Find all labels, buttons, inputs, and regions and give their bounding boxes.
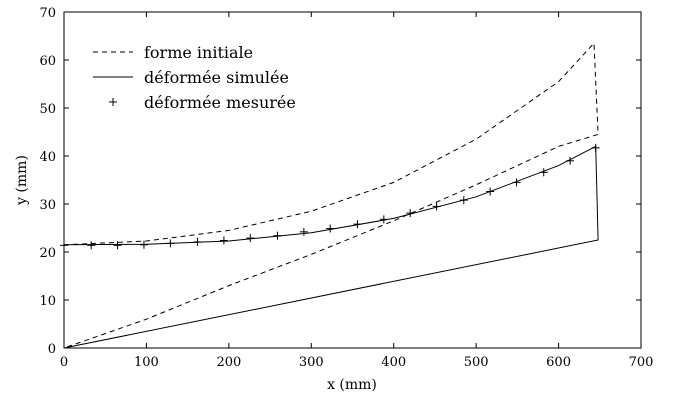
data-point-deformee-mesuree (486, 187, 495, 196)
legend: forme initiale déformée simulée déformée m… (93, 43, 296, 112)
y-tick-label: 70 (39, 6, 56, 21)
data-point-deformee-mesuree (459, 196, 468, 205)
data-point-deformee-mesuree (379, 215, 388, 224)
data-point-deformee-mesuree (139, 240, 148, 249)
y-tick-label: 10 (39, 294, 56, 309)
data-point-deformee-mesuree (113, 241, 122, 250)
plot-frame (63, 11, 642, 349)
data-point-deformee-mesuree (326, 224, 335, 233)
legend-label-forme-initiale: forme initiale (144, 43, 253, 62)
x-tick-label: 700 (629, 355, 654, 370)
legend-label-deformee-mesuree: déformée mesurée (144, 93, 296, 112)
data-point-deformee-mesuree (193, 237, 202, 246)
data-point-deformee-mesuree (512, 178, 521, 187)
series-line-deformee-simulee (63, 145, 599, 349)
x-tick-label: 200 (216, 355, 241, 370)
data-point-deformee-mesuree (273, 231, 282, 240)
y-tick-label: 20 (39, 246, 56, 261)
x-axis-label: x (mm) (327, 377, 377, 393)
legend-marker-deformee-mesuree (109, 98, 117, 106)
y-tick-label: 50 (39, 102, 56, 117)
x-tick-label: 600 (546, 355, 571, 370)
data-point-deformee-mesuree (299, 227, 308, 236)
data-point-deformee-mesuree (432, 202, 441, 211)
data-point-deformee-mesuree (566, 156, 575, 165)
y-tick-label: 60 (39, 54, 56, 69)
x-tick-label: 100 (134, 355, 159, 370)
series-group (60, 41, 600, 349)
data-point-deformee-mesuree (539, 168, 548, 177)
data-point-deformee-mesuree (166, 239, 175, 248)
data-point-deformee-mesuree (219, 236, 228, 245)
x-tick-label: 0 (60, 355, 68, 370)
y-tick-label: 30 (39, 198, 56, 213)
data-point-deformee-mesuree (406, 209, 415, 218)
series-line-forme-initiale (63, 41, 599, 349)
y-tick-label: 40 (39, 150, 56, 165)
data-point-deformee-mesuree (246, 234, 255, 243)
data-point-deformee-mesuree (60, 241, 68, 250)
axis-ticks: 0 100 200 300 400 500 600 700 0 10 20 30 40 50 60 70 (39, 6, 653, 370)
y-axis-label: y (mm) (14, 155, 30, 206)
data-point-deformee-mesuree (87, 241, 96, 250)
x-tick-label: 500 (464, 355, 489, 370)
data-point-deformee-mesuree (353, 220, 362, 229)
y-tick-label: 0 (48, 342, 56, 357)
x-tick-label: 400 (381, 355, 406, 370)
legend-label-deformee-simulee: déformée simulée (144, 68, 289, 87)
data-point-deformee-mesuree (591, 143, 600, 152)
x-tick-label: 300 (299, 355, 324, 370)
